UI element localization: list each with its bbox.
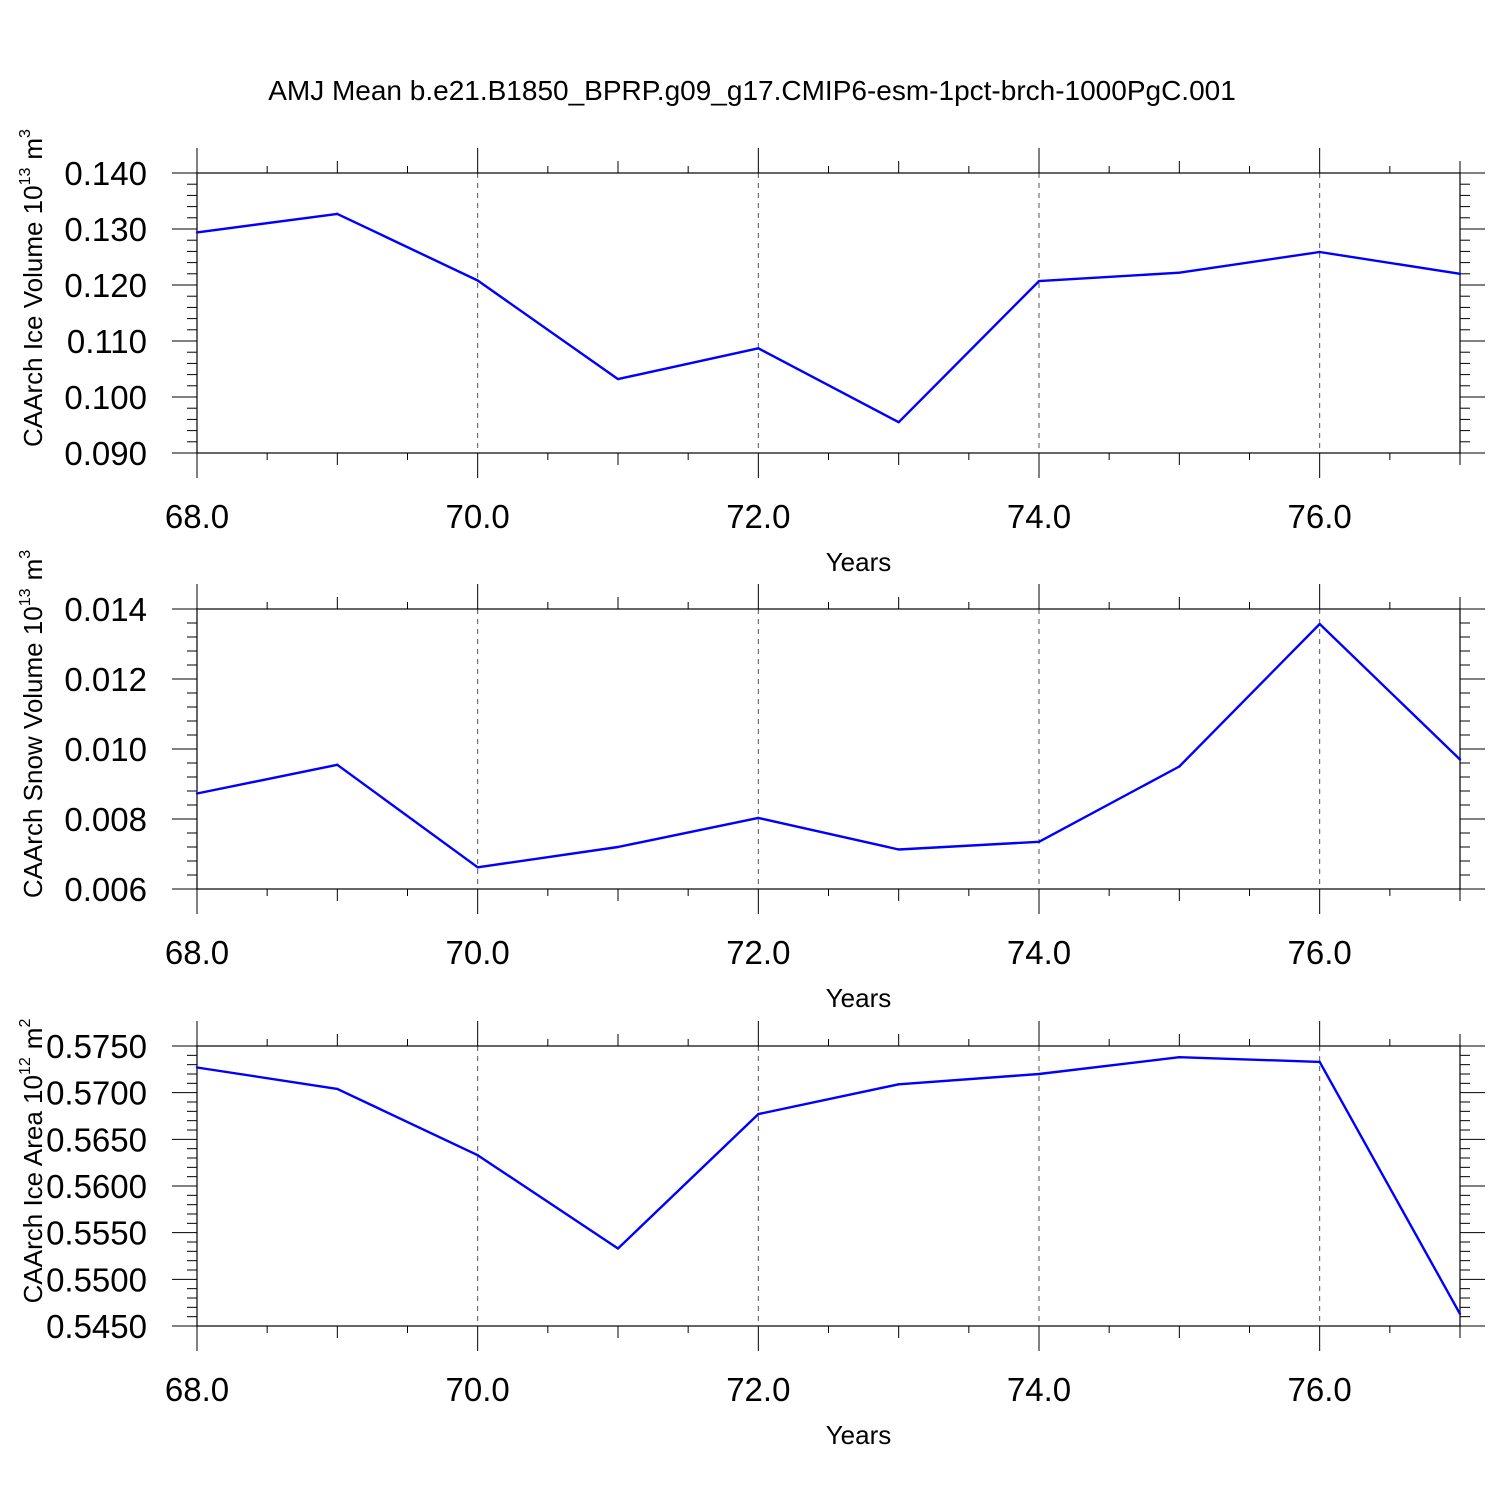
y-axis-label: CAArch Ice Volume 1013m3 — [17, 129, 48, 447]
data-point — [897, 1083, 900, 1086]
y-axis-label: CAArch Snow Volume 1013m3 — [17, 550, 48, 898]
data-point — [336, 212, 339, 216]
y-tick-label: 0.090 — [64, 435, 147, 472]
x-tick-label: 72.0 — [726, 934, 790, 971]
data-point — [757, 1112, 760, 1116]
plot-frame — [196, 172, 1461, 454]
data-point — [1178, 765, 1181, 768]
chart-title: AMJ Mean b.e21.B1850_BPRP.g09_g17.CMIP6-… — [268, 75, 1236, 106]
data-point — [897, 421, 900, 424]
x-tick-label: 76.0 — [1288, 498, 1352, 535]
x-tick-label: 72.0 — [726, 1371, 790, 1408]
data-point — [1318, 250, 1321, 254]
y-tick-label: 0.008 — [64, 801, 147, 838]
y-tick-label: 0.012 — [64, 661, 147, 698]
x-tick-label: 70.0 — [446, 934, 510, 971]
x-axis-label: Years — [826, 983, 892, 1013]
x-tick-label: 74.0 — [1007, 934, 1071, 971]
data-point — [476, 279, 479, 282]
x-tick-label: 68.0 — [165, 498, 229, 535]
panel-1: 68.0 70.0 72.0 74.0 76.0 Years 0.090 0.100 0.110… — [17, 129, 1485, 577]
y-tick-label: 0.5650 — [46, 1121, 147, 1158]
series-line — [196, 212, 1461, 424]
x-tick-label: 72.0 — [726, 498, 790, 535]
data-point — [897, 848, 900, 851]
data-point — [1178, 271, 1181, 274]
x-tick-label: 74.0 — [1007, 1371, 1071, 1408]
data-point — [1178, 1056, 1181, 1059]
data-point — [1458, 758, 1462, 761]
x-tick-label: 76.0 — [1288, 934, 1352, 971]
y-tick-label: 0.014 — [64, 591, 147, 628]
y-tick-label: 0.130 — [64, 211, 147, 248]
x-axis-label: Years — [826, 547, 892, 577]
data-point — [195, 792, 199, 795]
data-point — [336, 763, 339, 766]
data-point — [757, 347, 760, 350]
x-tick-label: 70.0 — [446, 1371, 510, 1408]
y-tick-label: 0.5500 — [46, 1261, 147, 1298]
plot-frame — [196, 1045, 1461, 1327]
series-line — [196, 622, 1461, 869]
data-point — [195, 1066, 199, 1069]
x-tick-label: 68.0 — [165, 934, 229, 971]
data-point — [476, 866, 479, 869]
y-tick-label: 0.010 — [64, 731, 147, 768]
data-point — [616, 1247, 620, 1250]
x-axis-label: Years — [826, 1420, 892, 1450]
data-point — [1458, 272, 1462, 275]
data-point — [1318, 622, 1321, 626]
data-point — [616, 377, 620, 381]
data-point — [1037, 840, 1041, 843]
y-tick-label: 0.100 — [64, 379, 147, 416]
data-point — [1458, 1312, 1462, 1316]
panel-3: 68.0 70.0 72.0 74.0 76.0 Years 0.5450 0.5500 0.5… — [17, 1019, 1485, 1450]
y-tick-label: 0.5700 — [46, 1075, 147, 1112]
data-point — [195, 231, 199, 234]
x-tick-label: 70.0 — [446, 498, 510, 535]
y-tick-label: 0.120 — [64, 267, 147, 304]
data-point — [1318, 1060, 1321, 1064]
x-tick-label: 76.0 — [1288, 1371, 1352, 1408]
y-tick-label: 0.5450 — [46, 1308, 147, 1345]
data-point — [336, 1087, 339, 1091]
data-point — [1037, 1072, 1041, 1076]
panels: 68.0 70.0 72.0 74.0 76.0 Years 0.090 0.100 0.110… — [17, 129, 1485, 1450]
plot-frame — [196, 608, 1461, 890]
data-point — [1037, 279, 1041, 283]
y-axis-label: CAArch Ice Area 1012m2 — [17, 1019, 48, 1304]
data-point — [616, 845, 620, 849]
series-line — [196, 1055, 1462, 1315]
data-point — [476, 1154, 479, 1157]
y-tick-label: 0.006 — [64, 871, 147, 908]
y-tick-label: 0.110 — [67, 323, 147, 360]
y-tick-label: 0.140 — [64, 155, 147, 192]
y-tick-label: 0.5750 — [46, 1028, 147, 1065]
y-tick-label: 0.5600 — [46, 1168, 147, 1205]
panel-2: 68.0 70.0 72.0 74.0 76.0 Years 0.006 0.008 0.010… — [17, 550, 1485, 1013]
x-tick-label: 68.0 — [165, 1371, 229, 1408]
data-point — [757, 816, 760, 820]
x-tick-label: 74.0 — [1007, 498, 1071, 535]
y-tick-label: 0.5550 — [46, 1215, 147, 1252]
